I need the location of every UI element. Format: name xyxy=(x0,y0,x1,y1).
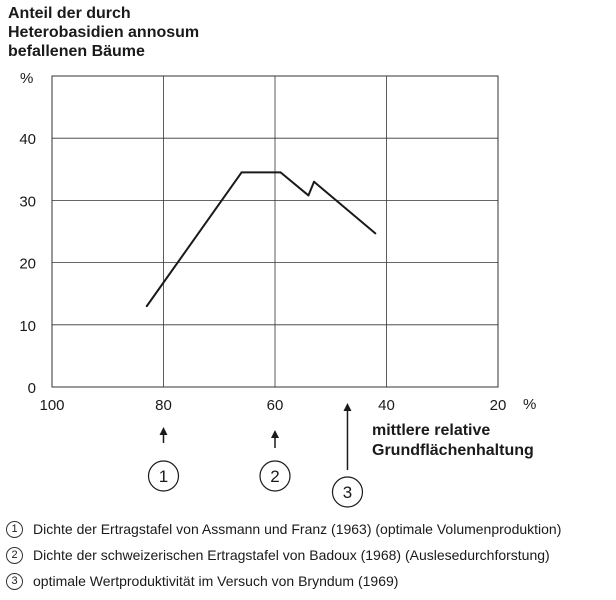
y-tick-label-40: 40 xyxy=(19,131,36,148)
data-point-3 xyxy=(279,171,282,174)
legend-item-2: 2 Dichte der schweizerischen Ertragstafe… xyxy=(6,542,612,568)
marker-arrow-head-2 xyxy=(271,430,279,438)
data-point-5 xyxy=(313,180,316,183)
legend-item-1: 1 Dichte der Ertragstafel von Assmann un… xyxy=(6,516,612,542)
x-tick-label-20: 20 xyxy=(490,397,507,414)
y-tick-label-10: 10 xyxy=(19,318,36,335)
x-tick-label-60: 60 xyxy=(267,397,284,414)
x-tick-label-80: 80 xyxy=(155,397,172,414)
y-tick-label-20: 20 xyxy=(19,256,36,273)
legend: 1 Dichte der Ertragstafel von Assmann un… xyxy=(6,516,612,594)
legend-number-3: 3 xyxy=(6,572,23,590)
legend-text-1: Dichte der Ertragstafel von Assmann und … xyxy=(33,521,562,537)
data-point-6 xyxy=(374,232,377,235)
legend-item-3: 3 optimale Wertproduktivität im Versuch … xyxy=(6,568,612,594)
chart: 0 10 20 30 40 100 80 60 40 20 1 2 3 xyxy=(19,75,507,508)
x-axis-unit: % xyxy=(523,396,537,413)
y-tick-label-0: 0 xyxy=(28,380,36,397)
marker-circle-1 xyxy=(147,460,180,492)
legend-text-2: Dichte der schweizerischen Ertragstafel … xyxy=(33,547,550,563)
x-axis-title: mittlere relative Grundflächenhaltung xyxy=(372,422,534,459)
data-point-4 xyxy=(307,194,310,197)
marker-arrow-head-3 xyxy=(343,403,352,411)
legend-number-1: 1 xyxy=(6,520,23,538)
y-axis-unit: % xyxy=(20,70,34,87)
x-tick-label-40: 40 xyxy=(378,397,395,414)
marker-circle-2 xyxy=(259,460,291,492)
marker-label-1: 1 xyxy=(159,467,168,486)
marker-label-3: 3 xyxy=(343,483,352,502)
marker-circle-3 xyxy=(331,476,364,508)
data-line xyxy=(145,171,376,307)
x-tick-label-100: 100 xyxy=(39,397,64,414)
y-tick-label-30: 30 xyxy=(19,193,36,210)
y-axis-title: Anteil der durch Heterobasidien annosum … xyxy=(8,5,200,60)
marker-arrow-head-1 xyxy=(159,427,168,435)
data-point-1 xyxy=(145,305,148,308)
marker-label-2: 2 xyxy=(270,467,279,486)
data-point-2 xyxy=(240,171,243,174)
legend-number-2: 2 xyxy=(6,546,23,564)
legend-text-3: optimale Wertproduktivität im Versuch vo… xyxy=(33,573,399,589)
